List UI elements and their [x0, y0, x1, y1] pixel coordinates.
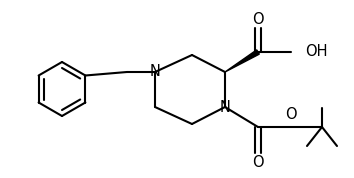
Text: N: N — [219, 100, 230, 114]
Text: O: O — [285, 107, 297, 122]
Polygon shape — [225, 50, 259, 72]
Text: O: O — [252, 155, 264, 170]
Text: N: N — [149, 64, 160, 80]
Text: OH: OH — [305, 44, 327, 59]
Text: O: O — [252, 12, 264, 27]
